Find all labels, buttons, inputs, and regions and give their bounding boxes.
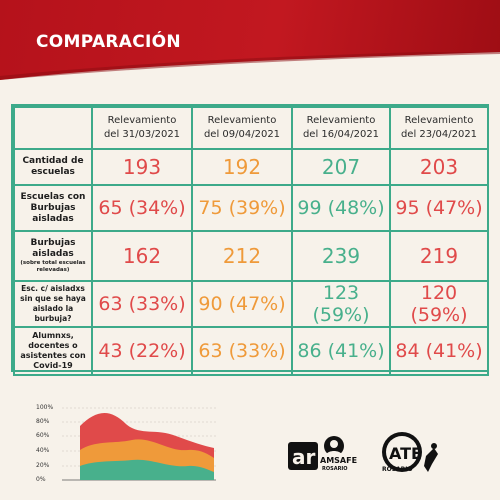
tick-label: 60% — [36, 432, 50, 439]
row-label: Burbujas aisladas (sobre total escuelas r… — [13, 230, 93, 282]
tick-label: 100% — [36, 404, 54, 411]
value-cell: 63 (33%) — [91, 280, 193, 328]
ate-logo: ATE ROSARIO — [378, 430, 442, 480]
amsafe-city: ROSARIO — [322, 466, 348, 472]
svg-text:ATE: ATE — [389, 444, 422, 463]
svg-text:ar: ar — [292, 445, 315, 469]
ate-emblem-icon: ATE — [382, 432, 438, 472]
row-label-note: (sobre total escuelas relevadas) — [20, 260, 86, 273]
value-cell: 90 (47%) — [191, 280, 293, 328]
ate-city: ROSARIO — [382, 466, 413, 473]
tick-label: 80% — [36, 418, 50, 425]
table-row: Esc. c/ aisladxs sin que se haya aislado… — [13, 280, 489, 328]
value-cell: 219 — [389, 230, 489, 282]
value-cell: 162 — [91, 230, 193, 282]
value-cell: 123 (59%) — [291, 280, 391, 328]
value-cell: 239 — [291, 230, 391, 282]
value-cell: 120 (59%) — [389, 280, 489, 328]
value-cell: 84 (41%) — [389, 326, 489, 376]
decorative-area-chart: 100% 80% 60% 40% 20% 0% — [36, 400, 216, 488]
column-header: Relevamiento del 09/04/2021 — [191, 106, 293, 150]
row-label: Alumnxs, docentes o asistentes con Covid… — [13, 326, 93, 376]
row-label: Esc. c/ aisladxs sin que se haya aislado… — [13, 280, 93, 328]
value-cell: 193 — [91, 148, 193, 186]
row-label: Cantidad de escuelas — [13, 148, 93, 186]
table-row: Cantidad de escuelas 193 192 207 203 — [13, 148, 489, 186]
area-chart-graphic — [62, 407, 216, 481]
amsafe-emblem-icon: ar — [288, 436, 344, 470]
table-row: Alumnxs, docentes o asistentes con Covid… — [13, 326, 489, 376]
table-row: Escuelas con Burbujas aisladas 65 (34%) … — [13, 184, 489, 232]
value-cell: 43 (22%) — [91, 326, 193, 376]
tick-label: 0% — [36, 476, 46, 483]
value-cell: 75 (39%) — [191, 184, 293, 232]
value-cell: 207 — [291, 148, 391, 186]
comparison-table: Relevamiento del 31/03/2021 Relevamiento d… — [11, 104, 489, 376]
value-cell: 203 — [389, 148, 489, 186]
value-cell: 86 (41%) — [291, 326, 391, 376]
column-header: Relevamiento del 23/04/2021 — [389, 106, 489, 150]
row-label: Escuelas con Burbujas aisladas — [13, 184, 93, 232]
value-cell: 63 (33%) — [191, 326, 293, 376]
column-header: Relevamiento del 31/03/2021 — [91, 106, 193, 150]
amsafe-name: AMSAFE — [320, 456, 358, 465]
tick-label: 40% — [36, 447, 50, 454]
value-cell: 212 — [191, 230, 293, 282]
area-green — [80, 459, 214, 480]
corner-cell — [13, 106, 93, 150]
amsafe-logo: ar AMSAFE ROSARIO — [286, 432, 358, 478]
table-header-row: Relevamiento del 31/03/2021 Relevamiento d… — [13, 106, 489, 150]
header-banner: COMPARACIÓN — [0, 0, 500, 80]
page-title: COMPARACIÓN — [36, 32, 181, 52]
row-label-text: Burbujas aisladas — [30, 238, 76, 259]
header-swoosh — [0, 52, 500, 80]
value-cell: 99 (48%) — [291, 184, 391, 232]
table-row: Burbujas aisladas (sobre total escuelas r… — [13, 230, 489, 282]
column-header: Relevamiento del 16/04/2021 — [291, 106, 391, 150]
value-cell: 65 (34%) — [91, 184, 193, 232]
tick-label: 20% — [36, 462, 50, 469]
value-cell: 95 (47%) — [389, 184, 489, 232]
value-cell: 192 — [191, 148, 293, 186]
